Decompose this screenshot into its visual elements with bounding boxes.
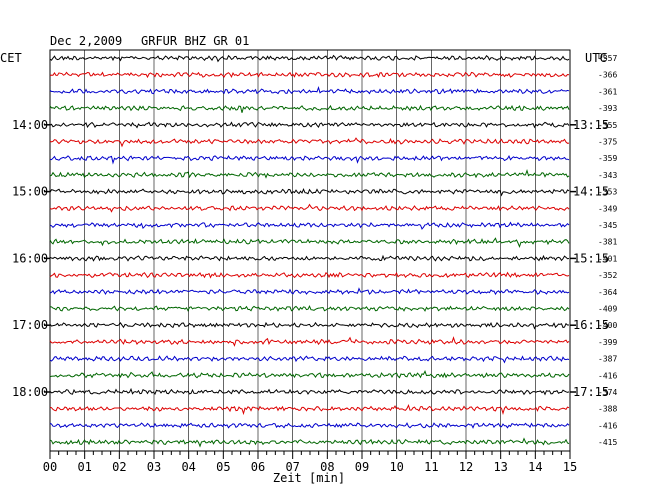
x-axis: 00 01 02 03 04 05 06 07 08 09 10 11 12 13 14 15	[43, 451, 577, 474]
seismogram-trace	[49, 422, 570, 429]
dc-offset-label: -387	[598, 355, 617, 364]
right-time-label: 15:15	[573, 251, 609, 265]
x-tick-label: 11	[424, 460, 438, 474]
seismogram-trace	[49, 271, 570, 279]
left-time-label: 14:00	[12, 118, 48, 132]
seismogram-trace	[49, 336, 570, 347]
right-timezone-label: UTC	[585, 51, 607, 65]
seismogram-traces	[49, 54, 570, 448]
time-labels: -357 -366 -361 -393 -355 -375 -359 -343 -353 -349…	[12, 54, 617, 447]
dc-offset-label: -416	[598, 421, 617, 430]
dc-offset-label: -366	[598, 71, 617, 80]
dc-offset-label: -400	[598, 321, 617, 330]
seismogram-trace	[49, 137, 570, 148]
dc-offset-label: -415	[598, 438, 617, 447]
dc-offset-label: -357	[598, 54, 617, 63]
seismogram-trace	[49, 104, 570, 113]
left-time-label: 16:00	[12, 251, 48, 265]
chart-date: Dec 2,2009	[50, 34, 122, 48]
x-tick-label: 04	[181, 460, 195, 474]
seismogram-trace	[49, 168, 570, 179]
dc-offset-label: -409	[598, 305, 617, 314]
dc-offset-label: -345	[598, 221, 617, 230]
x-tick-label: 08	[320, 460, 334, 474]
dc-offset-label: -375	[598, 138, 617, 147]
seismogram-trace	[49, 355, 570, 364]
x-axis-title: Zeit [min]	[273, 471, 345, 485]
dc-offset-label: -416	[598, 371, 617, 380]
x-tick-label: 06	[251, 460, 265, 474]
right-time-label: 17:15	[573, 385, 609, 399]
dc-offset-label: -361	[598, 87, 617, 96]
seismogram-trace	[49, 287, 570, 296]
dc-offset-label: -343	[598, 171, 617, 180]
right-time-label: 16:15	[573, 318, 609, 332]
seismogram-trace	[49, 387, 570, 396]
plot-grid	[49, 49, 571, 452]
dc-offset-label: -399	[598, 338, 617, 347]
dc-offset-label: -352	[598, 271, 617, 280]
chart-station: GRFUR BHZ GR 01	[141, 34, 249, 48]
x-tick-label: 02	[112, 460, 126, 474]
dc-offset-label: -353	[598, 188, 617, 197]
x-tick-label: 05	[216, 460, 230, 474]
dc-offset-label: -393	[598, 104, 617, 113]
seismogram-trace	[49, 121, 570, 129]
x-tick-label: 12	[459, 460, 473, 474]
x-tick-label: 15	[563, 460, 577, 474]
x-tick-label: 00	[43, 460, 57, 474]
seismogram-trace	[49, 188, 570, 197]
x-tick-label: 14	[528, 460, 542, 474]
x-tick-label: 01	[77, 460, 91, 474]
left-time-label: 15:00	[12, 185, 48, 199]
seismogram-trace	[49, 154, 570, 165]
dc-offset-label: -374	[598, 388, 617, 397]
seismogram-trace	[49, 221, 570, 230]
dc-offset-label: -349	[598, 204, 617, 213]
dc-offset-label: -359	[598, 154, 617, 163]
dc-offset-label: -388	[598, 405, 617, 414]
dc-offset-label: -381	[598, 238, 617, 247]
seismogram-trace	[49, 321, 569, 330]
seismogram-trace	[49, 203, 570, 213]
seismogram-trace	[49, 71, 570, 79]
x-tick-label: 09	[355, 460, 369, 474]
seismogram-trace	[49, 254, 570, 262]
seismogram-trace	[49, 54, 570, 63]
x-tick-label: 10	[389, 460, 403, 474]
right-time-label: 14:15	[573, 185, 609, 199]
dc-offset-label: -401	[598, 254, 617, 263]
seismogram-trace	[49, 305, 570, 312]
x-tick-label: 13	[493, 460, 507, 474]
seismogram-trace	[49, 237, 570, 249]
x-tick-label: 07	[285, 460, 299, 474]
seismogram-trace	[49, 369, 570, 379]
dc-offset-label: -355	[598, 121, 617, 130]
seismogram-trace	[49, 404, 570, 416]
left-time-label: 18:00	[12, 385, 48, 399]
left-timezone-label: CET	[0, 51, 22, 65]
x-tick-label: 03	[147, 460, 161, 474]
dc-offset-label: -364	[598, 288, 617, 297]
right-time-label: 13:15	[573, 118, 609, 132]
seismogram-trace	[49, 85, 570, 95]
left-time-label: 17:00	[12, 318, 48, 332]
dc-header-label: DC	[598, 52, 608, 61]
seismogram-trace	[49, 437, 570, 448]
